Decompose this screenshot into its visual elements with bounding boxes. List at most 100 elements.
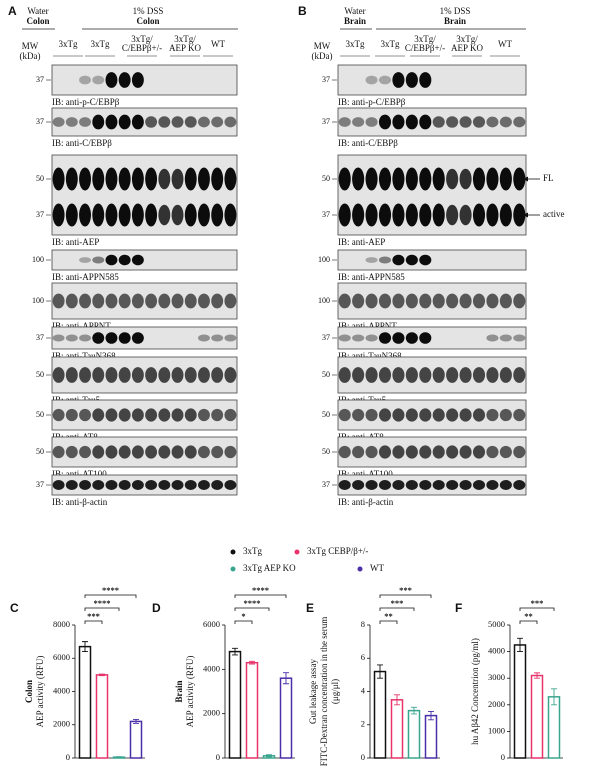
blot-band (198, 116, 210, 128)
blot-band (513, 293, 526, 309)
blot-band (184, 480, 197, 490)
blot-band (392, 203, 405, 227)
bar (530, 674, 544, 759)
blot-band (405, 114, 418, 130)
blot-band (405, 254, 418, 266)
error-bar (116, 756, 122, 759)
bar (513, 644, 527, 759)
blot-band (459, 408, 472, 422)
blot-band (92, 408, 105, 422)
blot-band (392, 445, 405, 459)
blot-band (198, 445, 210, 459)
blot-band (446, 168, 459, 190)
legend-dot (357, 566, 363, 572)
bar (129, 720, 143, 759)
blot-band (52, 293, 65, 309)
bar (279, 677, 293, 759)
blot-band (79, 334, 91, 342)
blot (337, 249, 527, 271)
blot-band (405, 480, 418, 490)
blot-band (118, 254, 131, 266)
blot-band (79, 408, 91, 422)
blot (51, 249, 238, 271)
blot-band (171, 408, 184, 422)
blot-band (65, 408, 78, 422)
blot-band (486, 116, 499, 128)
blot-band (131, 445, 144, 459)
blot-band (513, 408, 526, 422)
blot-label: IB: anti-TauN368 (338, 351, 402, 361)
blot-band (405, 72, 418, 88)
significance-label: *** (399, 585, 412, 595)
mw-marker: 37 (322, 333, 330, 342)
blot-band (92, 167, 105, 191)
significance-label: ** (524, 611, 533, 621)
blot-label: IB: anti-p-C/EBPβ (52, 97, 120, 107)
blot-band (79, 445, 91, 459)
blot-band (131, 167, 144, 191)
y-tick-label: 2 (361, 719, 365, 729)
lane-label: 3xTg/ (131, 34, 153, 44)
legend-label: 3xTg AEP KO (243, 563, 296, 573)
error-bar (411, 706, 417, 715)
blot-band (352, 334, 365, 342)
blot-band (513, 445, 526, 459)
blot (51, 474, 238, 496)
blot-band (52, 117, 65, 127)
error-bar (283, 672, 289, 685)
legend-label: 3xTg (243, 546, 262, 556)
significance-bracket (84, 620, 103, 624)
mw-marker: 100 (318, 255, 330, 264)
blot-band (338, 334, 351, 342)
y-tick-label: 2000 (53, 719, 70, 729)
y-tick-label: 3000 (488, 672, 505, 682)
error-bar (428, 711, 434, 721)
blot-band (513, 167, 526, 191)
blot-band (52, 367, 65, 383)
blot-band (131, 254, 144, 266)
blot-band (105, 367, 118, 383)
blot-band (486, 167, 499, 191)
blot-band (365, 293, 378, 309)
blot-band (158, 168, 171, 190)
blot-band (92, 480, 105, 490)
blot-band (486, 293, 499, 309)
blot-band (352, 117, 365, 127)
lane-label: C/EBPβ+/- (405, 43, 445, 53)
blot-band (171, 367, 184, 383)
blot-band (419, 445, 432, 459)
y-axis-label: (μg/μl) (330, 679, 340, 704)
blot-band (158, 204, 171, 226)
blot-band (365, 167, 378, 191)
blot-band (378, 114, 392, 130)
blot-band (65, 293, 78, 309)
blot-band (419, 167, 432, 191)
blot-band (472, 367, 486, 383)
y-axis-label: FITC-Dextran concentration in the serum (319, 617, 329, 766)
y-tick-label: 6000 (203, 619, 220, 629)
blot-band (405, 367, 418, 383)
blot-band (419, 254, 432, 266)
blot-band (52, 480, 65, 490)
blot-band (499, 167, 512, 191)
bar (547, 696, 561, 759)
y-tick-label: 1000 (488, 725, 505, 735)
blot-band (198, 293, 210, 309)
error-bar (534, 672, 540, 679)
blot-band (131, 114, 144, 130)
treatment-label: 1% DSS (133, 6, 164, 16)
blot-band (472, 445, 486, 459)
blot-band (184, 203, 197, 227)
legend-label: WT (370, 563, 384, 573)
blot-band (405, 445, 418, 459)
y-tick-label: 8000 (53, 619, 70, 629)
blot-band (131, 72, 144, 88)
blot-band (118, 480, 131, 490)
blot-band (446, 204, 459, 226)
bar (95, 674, 109, 759)
mw-marker: 37 (36, 75, 44, 84)
blot-band (365, 203, 378, 227)
significance-bracket (379, 620, 398, 624)
y-axis-label: Gut leakage assay (308, 659, 318, 724)
bar (228, 650, 242, 759)
